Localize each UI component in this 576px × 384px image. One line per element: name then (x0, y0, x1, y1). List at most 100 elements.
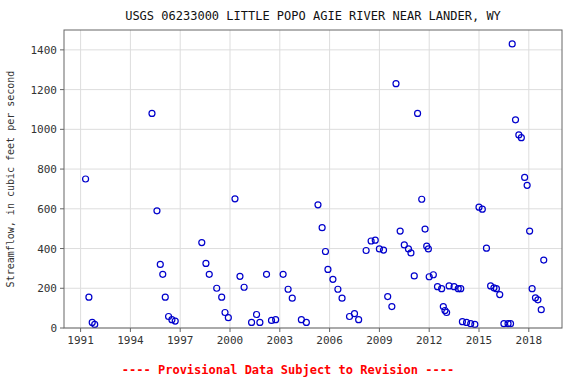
point (541, 257, 547, 263)
y-tick (60, 208, 64, 209)
point (430, 272, 436, 278)
point (330, 276, 336, 282)
point (439, 286, 445, 292)
point (285, 286, 291, 292)
x-tick-label: 2003 (267, 334, 294, 347)
points (83, 41, 547, 328)
point (315, 202, 321, 208)
point (154, 208, 160, 214)
y-grid-line (64, 288, 562, 289)
x-grid-line (329, 30, 330, 328)
point (273, 317, 279, 323)
x-tick-label: 1991 (67, 334, 94, 347)
y-tick-label: 200 (37, 282, 57, 295)
subtitle: ---- Provisional Data Subject to Revisio… (122, 363, 454, 377)
point (389, 304, 395, 310)
y-tick-label: 1000 (31, 123, 58, 136)
x-tick-label: 2015 (466, 334, 493, 347)
y-grid-line (64, 89, 562, 90)
point (280, 271, 286, 277)
plot-frame (64, 30, 562, 328)
y-tick (60, 129, 64, 130)
y-tick-label: 400 (37, 243, 57, 256)
point (464, 319, 470, 325)
y-grid-line (64, 129, 562, 130)
x-tick-label: 2012 (416, 334, 443, 347)
point (518, 135, 524, 141)
y-tick-label: 1400 (31, 44, 58, 57)
grid (64, 30, 562, 328)
point (241, 284, 247, 290)
point (535, 297, 541, 303)
axes: 1991199419972000200320062009201220152018… (31, 44, 543, 347)
x-grid-line (528, 30, 529, 328)
point (160, 271, 166, 277)
y-grid-line (64, 248, 562, 249)
point (408, 250, 414, 256)
point (322, 249, 328, 255)
point (83, 176, 89, 182)
point (538, 307, 544, 313)
y-tick (60, 89, 64, 90)
x-grid-line (279, 30, 280, 328)
point (289, 295, 295, 301)
y-tick (60, 248, 64, 249)
title: USGS 06233000 LITTLE POPO AGIE RIVER NEA… (125, 9, 501, 23)
x-tick (379, 328, 380, 332)
point (319, 225, 325, 231)
x-tick-label: 2000 (217, 334, 244, 347)
point (419, 196, 425, 202)
point (203, 260, 209, 266)
y-tick-label: 600 (37, 203, 57, 216)
y-axis-label: Streamflow, in cubic feet per second (5, 71, 16, 288)
x-tick (80, 328, 81, 332)
point (524, 182, 530, 188)
point (483, 245, 489, 251)
point (527, 228, 533, 234)
point (214, 285, 220, 291)
point (303, 319, 309, 325)
x-tick-label: 1997 (167, 334, 194, 347)
x-grid-line (130, 30, 131, 328)
point (339, 295, 345, 301)
point (149, 110, 155, 116)
y-grid-line (64, 169, 562, 170)
point (513, 117, 519, 123)
point (162, 294, 168, 300)
point (479, 206, 485, 212)
y-grid-line (64, 49, 562, 50)
point (325, 266, 331, 272)
point (497, 292, 503, 298)
point (508, 321, 514, 327)
background (0, 0, 576, 384)
x-tick (528, 328, 529, 332)
x-tick (230, 328, 231, 332)
x-grid-line (230, 30, 231, 328)
point (249, 319, 255, 325)
x-tick (130, 328, 131, 332)
point (376, 246, 382, 252)
x-tick-label: 2018 (516, 334, 543, 347)
point (335, 286, 341, 292)
x-tick-label: 2009 (366, 334, 393, 347)
point (458, 286, 464, 292)
point (425, 246, 431, 252)
x-grid-line (429, 30, 430, 328)
x-tick (329, 328, 330, 332)
x-tick (279, 328, 280, 332)
x-tick-label: 1994 (117, 334, 144, 347)
y-tick (60, 328, 64, 329)
point (529, 286, 535, 292)
point (225, 315, 231, 321)
point (415, 110, 421, 116)
point (381, 247, 387, 253)
x-grid-line (180, 30, 181, 328)
point (254, 311, 260, 317)
point (509, 41, 515, 47)
x-tick (180, 328, 181, 332)
point (393, 81, 399, 87)
point (206, 271, 212, 277)
point (92, 321, 98, 327)
point (356, 317, 362, 323)
point (237, 273, 243, 279)
